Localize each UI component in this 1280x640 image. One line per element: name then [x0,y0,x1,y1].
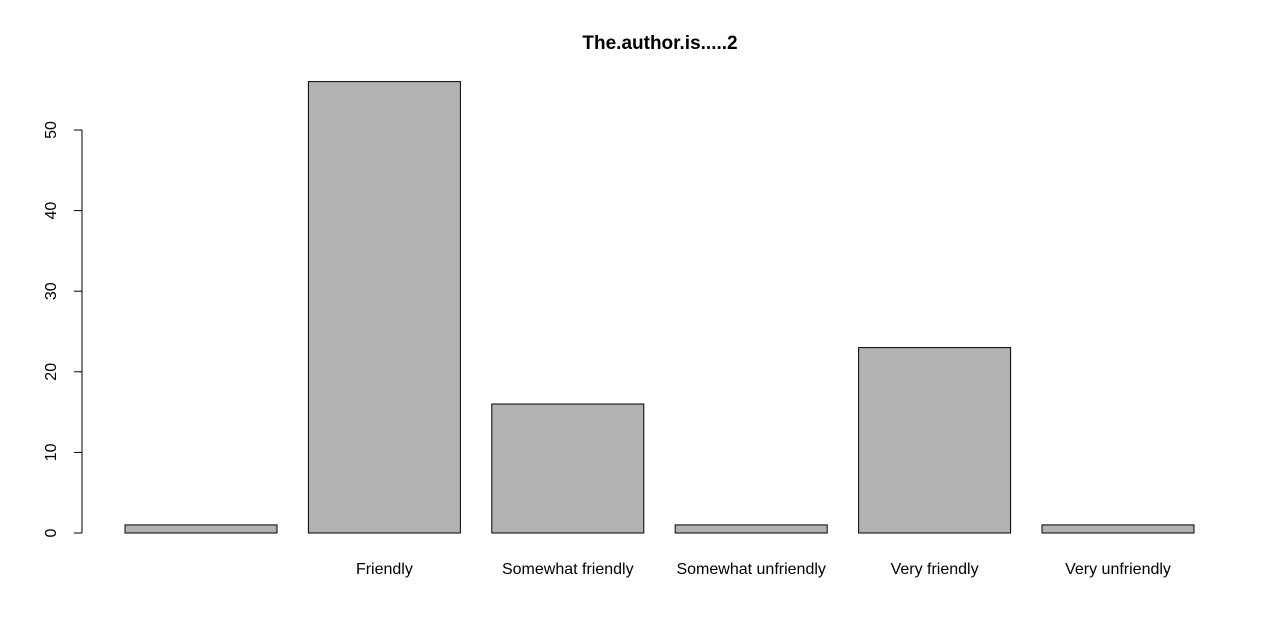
bar [307,81,461,534]
bar [491,403,645,534]
y-tick-label: 30 [43,282,60,300]
bar [124,524,278,534]
chart-title: The.author.is.....2 [582,33,737,54]
bar [674,524,828,534]
bar [1041,524,1195,534]
y-tick-label: 20 [43,363,60,381]
x-tick-label: Very unfriendly [1065,561,1171,578]
x-tick-label: Friendly [356,561,413,578]
y-tick-label: 0 [43,528,60,537]
x-tick-label: Somewhat friendly [502,561,634,578]
bar [858,347,1012,534]
y-tick-label: 10 [43,443,60,461]
y-tick-label: 40 [43,202,60,220]
x-tick-label: Somewhat unfriendly [676,561,825,578]
y-tick-label: 50 [43,121,60,139]
x-tick-label: Very friendly [891,561,979,578]
bars [124,81,1195,534]
x-axis-labels: Friendly Somewhat friendly Somewhat unfrie… [356,561,1171,578]
y-axis: 0 10 20 30 40 50 [43,121,83,537]
